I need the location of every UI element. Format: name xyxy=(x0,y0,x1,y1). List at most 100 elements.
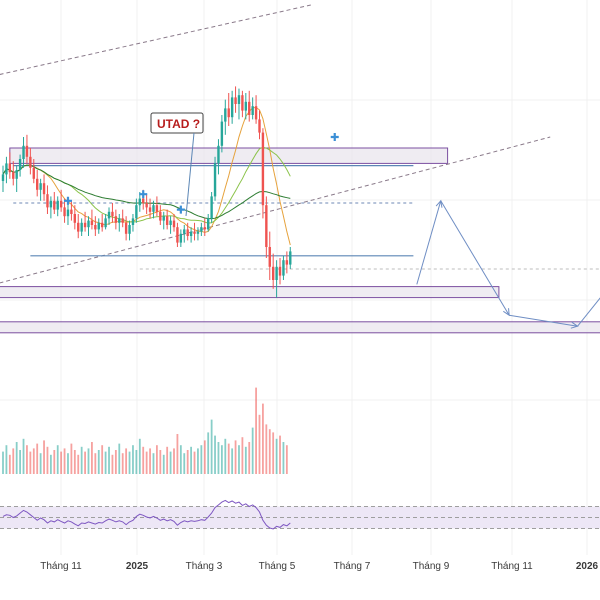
marker-cross xyxy=(176,205,185,214)
volume-bar xyxy=(217,442,220,474)
x-tick-label: Tháng 5 xyxy=(259,561,296,572)
volume-bar xyxy=(258,414,261,474)
volume-bar xyxy=(49,454,52,474)
candle-body xyxy=(18,159,22,170)
candle-body xyxy=(196,231,200,234)
volume-bar xyxy=(203,440,206,474)
volume-bar xyxy=(244,446,247,474)
candle-body xyxy=(176,227,179,243)
volume-bar xyxy=(251,427,254,474)
candle-body xyxy=(90,220,94,225)
projection-segment xyxy=(577,297,600,327)
candle-body xyxy=(111,211,114,217)
volume-bar xyxy=(193,451,196,474)
candle-body xyxy=(121,218,124,223)
signal-markers xyxy=(63,133,339,214)
marker-cross xyxy=(330,133,339,141)
candle-body xyxy=(230,97,234,118)
volume-bar xyxy=(87,448,90,474)
volume-bar xyxy=(125,448,128,474)
rsi-panel xyxy=(0,499,600,530)
volume-bar xyxy=(15,442,18,474)
x-tick-label: Tháng 7 xyxy=(334,561,371,572)
volume-bar xyxy=(183,453,186,474)
volume-bar xyxy=(255,387,257,474)
volume-bar xyxy=(224,438,227,474)
utad-label-box xyxy=(150,112,204,134)
candle-body xyxy=(63,207,66,217)
candle-body xyxy=(131,218,135,225)
candle-body xyxy=(142,198,145,203)
volume-bar xyxy=(63,448,66,474)
candle-body xyxy=(217,145,220,164)
volume-bar xyxy=(39,453,42,474)
volume-bar xyxy=(19,450,21,474)
x-tick-label: 2025 xyxy=(126,561,149,572)
volume-bar xyxy=(94,453,97,474)
candle-body xyxy=(275,266,278,280)
volume-bar xyxy=(200,445,203,474)
volume-bar xyxy=(159,450,162,474)
volume-bar xyxy=(152,453,155,474)
volume-bar xyxy=(12,448,15,474)
volume-bar xyxy=(248,442,251,474)
candlestick-series xyxy=(1,86,292,298)
zone-box xyxy=(0,321,600,334)
volume-bar xyxy=(214,435,216,474)
volume-bar xyxy=(176,434,179,474)
candle-body xyxy=(234,97,237,104)
candle-body xyxy=(258,119,261,133)
volume-bar xyxy=(53,450,56,474)
volume-bar xyxy=(279,435,281,474)
volume-bar xyxy=(77,454,80,474)
zone-box xyxy=(9,147,449,164)
candle-body xyxy=(73,214,77,223)
volume-bar xyxy=(97,450,100,474)
volume-bar xyxy=(118,443,121,474)
candle-body xyxy=(107,211,111,219)
candle-body xyxy=(268,247,271,267)
candle-body xyxy=(53,200,56,210)
price-zones xyxy=(0,147,600,334)
candle-body xyxy=(261,132,265,206)
candle-body xyxy=(265,205,268,247)
volume-bar xyxy=(220,445,223,474)
rsi-line xyxy=(2,499,291,530)
candle-body xyxy=(203,227,206,230)
volume-bar xyxy=(135,450,138,474)
candle-body xyxy=(36,178,39,190)
candle-body xyxy=(1,174,5,181)
candle-body xyxy=(148,207,152,212)
candle-body xyxy=(162,216,165,221)
volume-bar xyxy=(104,451,107,474)
candle-body xyxy=(25,145,29,157)
time-axis: Tháng 11 2025 Tháng 3 Tháng 5 Tháng 7 Tháng 9… xyxy=(40,561,598,572)
candle-body xyxy=(100,222,104,228)
candle-body xyxy=(248,101,251,115)
volume-bar xyxy=(22,438,25,474)
volume-bar xyxy=(275,438,278,474)
candle-body xyxy=(159,211,162,221)
candle-body xyxy=(32,167,35,179)
candle-body xyxy=(179,233,183,243)
candle-body xyxy=(135,205,138,219)
candle-body xyxy=(172,220,176,228)
volume-bar xyxy=(282,442,285,474)
volume-bar xyxy=(166,446,169,474)
candle-body xyxy=(59,200,63,208)
candle-body xyxy=(29,156,32,168)
volume-bar xyxy=(173,448,175,474)
volume-bar xyxy=(190,446,192,474)
candle-body xyxy=(210,196,213,219)
volume-bar xyxy=(128,451,131,474)
volume-bar xyxy=(2,451,4,474)
candle-body xyxy=(193,231,196,234)
zone-box xyxy=(0,286,500,299)
volume-bar xyxy=(142,446,145,474)
candle-body xyxy=(77,222,80,232)
utad-label: UTAD ? xyxy=(157,117,200,131)
candle-body xyxy=(237,95,241,104)
candle-body xyxy=(224,108,227,122)
volume-bar xyxy=(145,451,148,474)
volume-bar xyxy=(238,445,240,474)
